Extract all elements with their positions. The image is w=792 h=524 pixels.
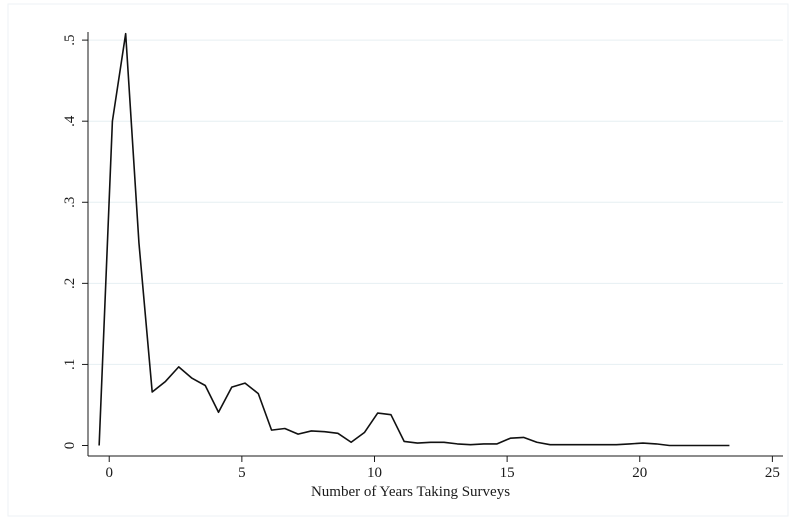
x-axis-ticks: 0 5 10 15 20 25	[105, 456, 780, 481]
x-tick-label-4: 20	[632, 465, 647, 481]
y-tick-label-3: .3	[62, 197, 78, 208]
y-tick-label-1: .1	[62, 359, 78, 370]
y-axis-ticks: 0 .1 .2 .3 .4 .5	[62, 34, 88, 449]
x-tick-label-1: 5	[238, 465, 246, 481]
axes	[87, 32, 783, 457]
grid-lines	[88, 39, 783, 365]
y-tick-label-4: .4	[62, 115, 78, 127]
y-tick-label-5: .5	[62, 34, 78, 45]
x-tick-label-2: 10	[367, 465, 382, 481]
plot-frame	[7, 3, 789, 517]
series-group	[98, 32, 730, 447]
y-tick-label-2: .2	[62, 278, 78, 289]
x-tick-label-3: 15	[500, 465, 515, 481]
x-tick-label-0: 0	[105, 465, 113, 481]
series-line-0	[98, 32, 730, 447]
x-axis-title: Number of Years Taking Surveys	[311, 484, 510, 500]
y-tick-label-0: 0	[62, 442, 78, 450]
x-tick-label-5: 25	[765, 465, 780, 481]
